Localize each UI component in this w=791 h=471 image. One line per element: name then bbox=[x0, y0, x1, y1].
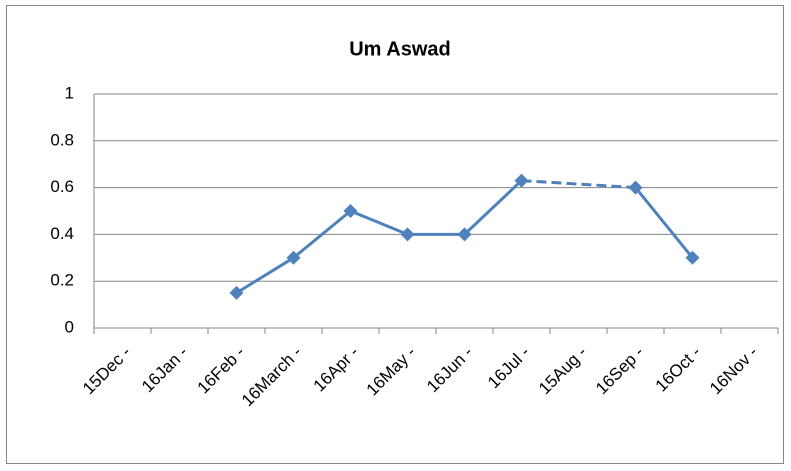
marker bbox=[457, 227, 472, 242]
series-line bbox=[235, 179, 523, 295]
y-tick-label: 1 bbox=[65, 83, 74, 102]
y-tick-label: 0.4 bbox=[50, 224, 74, 243]
series-line bbox=[634, 186, 694, 259]
marker bbox=[229, 285, 244, 300]
marker bbox=[400, 227, 415, 242]
marker bbox=[286, 250, 301, 265]
marker bbox=[628, 180, 643, 195]
y-tick-label: 0 bbox=[65, 317, 74, 336]
y-tick-label: 0.8 bbox=[50, 130, 74, 149]
y-tick-label: 0.2 bbox=[50, 271, 74, 290]
gap-line bbox=[521, 179, 636, 190]
chart-title: Um Aswad bbox=[349, 38, 451, 60]
marker bbox=[514, 173, 529, 188]
marker bbox=[685, 250, 700, 265]
marker bbox=[343, 204, 358, 218]
y-tick-label: 0.6 bbox=[50, 177, 74, 196]
